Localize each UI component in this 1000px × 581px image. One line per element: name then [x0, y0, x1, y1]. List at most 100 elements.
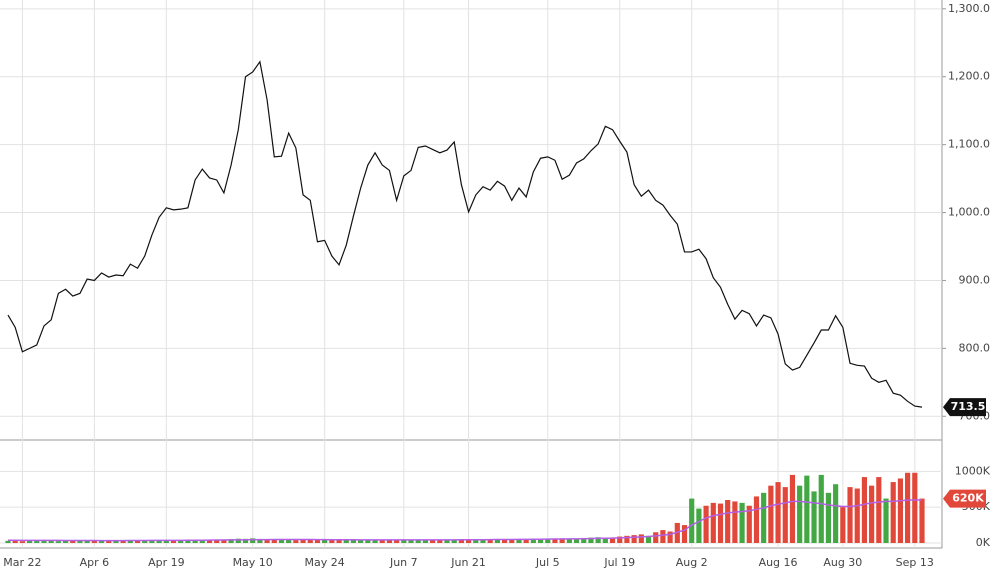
volume-bar — [602, 537, 608, 543]
volume-bar — [178, 540, 184, 543]
volume-bar — [350, 539, 357, 543]
volume-bar — [156, 540, 162, 543]
volume-bar — [905, 472, 911, 543]
volume-bar — [717, 503, 724, 543]
volume-bar — [163, 540, 169, 543]
volume-bar — [264, 539, 270, 543]
volume-bar — [372, 540, 378, 543]
volume-bar — [199, 540, 205, 543]
volume-bar — [775, 482, 781, 543]
volume-bar — [235, 538, 241, 543]
volume-bar — [811, 491, 817, 543]
volume-bar — [221, 539, 227, 543]
volume-bar — [725, 499, 731, 543]
volume-bar — [5, 540, 11, 543]
volume-bar — [804, 475, 810, 543]
volume-bar — [631, 535, 637, 543]
volume-bar — [876, 477, 882, 543]
volume-bar — [170, 540, 177, 543]
volume-bar — [106, 540, 112, 543]
volume-bar — [883, 498, 889, 543]
y-tick-label: 1,000.0 — [948, 206, 990, 219]
volume-bar — [617, 536, 623, 543]
y-tick-label: 900.0 — [959, 273, 991, 286]
x-tick-label: Jun 21 — [450, 556, 486, 569]
volume-bar — [494, 539, 500, 543]
volume-bar — [840, 507, 846, 543]
x-tick-label: May 24 — [305, 556, 345, 569]
volume-bar — [689, 498, 695, 543]
volume-bar — [897, 478, 904, 543]
x-tick-label: Jul 5 — [535, 556, 560, 569]
volume-bar — [48, 540, 54, 543]
volume-bar — [149, 540, 155, 543]
volume-bar — [307, 539, 313, 543]
volume-bar — [12, 540, 18, 543]
volume-bar — [365, 540, 371, 543]
volume-bar — [466, 539, 472, 543]
volume-bar — [609, 538, 616, 543]
volume-bar — [869, 485, 875, 543]
volume-bar — [645, 535, 652, 543]
volume-bar — [451, 539, 457, 543]
volume-bar — [458, 539, 464, 543]
volume-bar — [487, 539, 493, 543]
volume-bar — [653, 532, 659, 543]
volume-bar — [430, 539, 436, 543]
volume-bar — [573, 539, 580, 543]
volume-bar — [358, 539, 364, 543]
volume-bar — [509, 539, 515, 543]
volume-bar — [422, 539, 429, 543]
volume-bar — [134, 540, 141, 543]
y-tick-label: 1000K — [955, 464, 991, 477]
volume-bar — [818, 474, 824, 543]
x-tick-label: May 10 — [233, 556, 273, 569]
volume-bar — [861, 477, 868, 543]
volume-bar — [710, 502, 716, 543]
volume-bar — [84, 540, 90, 543]
volume-bar — [91, 540, 97, 543]
volume-bar — [825, 492, 832, 543]
x-tick-label: Apr 6 — [80, 556, 110, 569]
volume-bar — [833, 484, 839, 543]
volume-bar — [559, 538, 565, 543]
volume-bar — [286, 539, 292, 543]
volume-bar — [703, 505, 709, 543]
x-tick-label: Aug 2 — [676, 556, 708, 569]
volume-bar — [228, 539, 234, 543]
volume-bar — [127, 540, 133, 543]
volume-bar — [919, 498, 925, 543]
volume-bar — [329, 540, 335, 543]
x-tick-label: Apr 19 — [148, 556, 185, 569]
volume-bar — [26, 540, 33, 543]
volume-bar — [314, 539, 321, 543]
volume-bar — [257, 539, 263, 543]
volume-tag-label: 620K — [952, 492, 984, 505]
volume-bar — [192, 539, 198, 543]
volume-bar — [660, 530, 666, 543]
volume-bar — [113, 540, 119, 543]
volume-bar — [523, 539, 529, 543]
volume-bar — [242, 538, 249, 543]
volume-bar — [77, 540, 83, 543]
volume-bar — [739, 502, 745, 543]
y-tick-label: 1,100.0 — [948, 138, 990, 151]
volume-bar — [761, 492, 767, 543]
x-tick-label: Sep 13 — [896, 556, 934, 569]
y-tick-label: 0K — [976, 536, 991, 549]
volume-bar — [681, 525, 688, 543]
volume-bar — [581, 537, 587, 543]
volume-bar — [55, 541, 61, 543]
volume-bar — [782, 487, 788, 543]
volume-bar — [854, 488, 860, 543]
price-line — [7, 60, 923, 408]
volume-bar — [336, 540, 342, 543]
volume-bar — [70, 540, 76, 543]
volume-bar — [19, 541, 25, 543]
volume-bar — [797, 485, 803, 543]
y-tick-label: 1,200.0 — [948, 70, 990, 83]
volume-bar — [98, 540, 105, 543]
volume-bar — [746, 505, 752, 543]
volume-bar — [120, 540, 126, 543]
volume-bar — [437, 540, 443, 543]
